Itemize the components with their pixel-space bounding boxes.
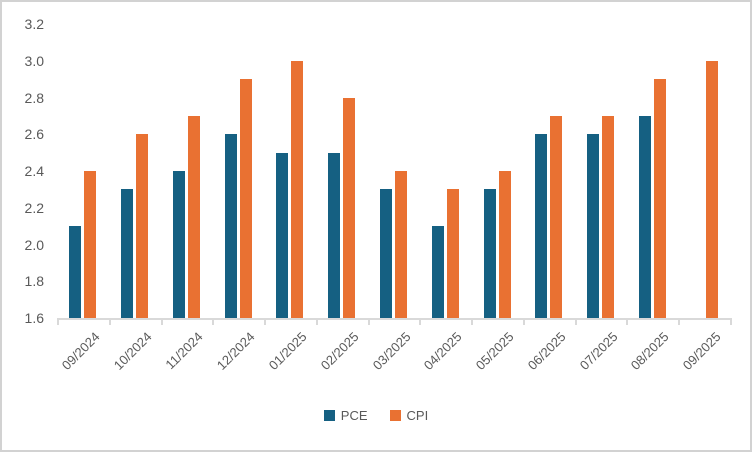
bar-pce-01-2025[interactable] <box>276 152 289 318</box>
y-axis-tick-label: 2.4 <box>24 163 44 179</box>
x-axis-tick-label: 05/2025 <box>472 329 517 373</box>
x-axis-tick-label: 03/2025 <box>369 329 414 373</box>
bar-pce-07-2025[interactable] <box>587 134 600 318</box>
x-axis-tick-mark <box>160 320 163 325</box>
x-axis-tick-mark <box>315 320 318 325</box>
x-axis-tick-label: 12/2024 <box>213 329 258 373</box>
x-axis-tick-label: 01/2025 <box>265 329 310 373</box>
y-axis-tick-label: 3.0 <box>24 52 44 69</box>
bar-pce-02-2025[interactable] <box>328 152 341 318</box>
y-axis-tick-label: 3.2 <box>24 16 44 32</box>
bar-pce-12-2024[interactable] <box>224 134 237 318</box>
bar-pce-11-2024[interactable] <box>172 171 185 318</box>
bar-pce-06-2025[interactable] <box>535 134 548 318</box>
x-axis-tick-mark <box>574 320 577 325</box>
chart-legend: PCE CPI <box>2 408 750 423</box>
legend-swatch-icon <box>323 410 335 421</box>
x-axis-tick-label: 09/2025 <box>679 329 724 373</box>
x-axis-tick-mark <box>108 320 111 325</box>
x-axis-tick-mark <box>264 320 267 325</box>
bar-pce-04-2025[interactable] <box>431 226 444 318</box>
bar-cpi-06-2025[interactable] <box>550 115 563 318</box>
legend-label: CPI <box>406 408 429 423</box>
bar-cpi-03-2025[interactable] <box>395 171 407 318</box>
legend-swatch-icon <box>389 410 401 421</box>
legend-label: PCE <box>340 408 368 423</box>
y-axis-tick-label: 2.6 <box>24 126 44 143</box>
bar-cpi-12-2024[interactable] <box>239 79 252 318</box>
bar-pce-08-2025[interactable] <box>638 115 651 318</box>
legend-item-pce[interactable]: PCE <box>323 408 368 423</box>
bar-cpi-08-2025[interactable] <box>653 79 666 318</box>
bar-pce-10-2024[interactable] <box>121 189 134 318</box>
x-axis-tick-mark <box>471 320 474 325</box>
x-axis-tick-mark <box>212 320 215 325</box>
x-axis-tick-label: 02/2025 <box>317 329 362 373</box>
bar-pce-09-2024[interactable] <box>69 226 82 318</box>
bar-pce-03-2025[interactable] <box>380 189 392 318</box>
bar-cpi-01-2025[interactable] <box>291 60 304 318</box>
x-axis-tick-label: 06/2025 <box>524 329 569 373</box>
y-axis-tick-label: 2.2 <box>24 199 44 216</box>
bar-cpi-11-2024[interactable] <box>187 115 200 318</box>
x-axis-tick-mark <box>678 320 681 325</box>
bar-cpi-02-2025[interactable] <box>343 97 356 318</box>
bar-cpi-09-2025[interactable] <box>705 60 718 318</box>
x-axis-tick-label: 04/2025 <box>421 329 465 373</box>
x-axis-tick-label: 08/2025 <box>628 329 672 373</box>
bar-cpi-05-2025[interactable] <box>498 171 511 318</box>
bar-cpi-04-2025[interactable] <box>446 189 459 318</box>
x-axis-tick-mark <box>730 320 732 325</box>
y-axis-tick-label: 2.0 <box>24 236 44 253</box>
x-axis-tick-mark <box>626 320 629 325</box>
x-axis-tick-mark <box>522 320 525 325</box>
legend-item-cpi[interactable]: CPI <box>389 408 429 423</box>
bar-cpi-07-2025[interactable] <box>602 115 615 318</box>
x-axis-tick-label: 07/2025 <box>576 329 621 373</box>
bar-cpi-09-2024[interactable] <box>84 171 97 318</box>
bar-pce-05-2025[interactable] <box>483 189 496 318</box>
x-axis-tick-mark <box>367 320 370 325</box>
y-axis-tick-label: 1.6 <box>24 310 44 326</box>
x-axis-tick-label: 09/2024 <box>58 329 103 373</box>
x-axis-tick-label: 11/2024 <box>162 329 207 373</box>
y-axis-tick-label: 2.8 <box>24 89 44 106</box>
x-axis-line <box>57 318 732 320</box>
x-axis-tick-label: 10/2024 <box>110 329 155 373</box>
y-axis-tick-label: 1.8 <box>24 273 44 290</box>
bar-cpi-10-2024[interactable] <box>136 134 149 318</box>
x-axis-tick-mark <box>419 320 422 325</box>
x-axis-tick-mark <box>57 320 59 325</box>
